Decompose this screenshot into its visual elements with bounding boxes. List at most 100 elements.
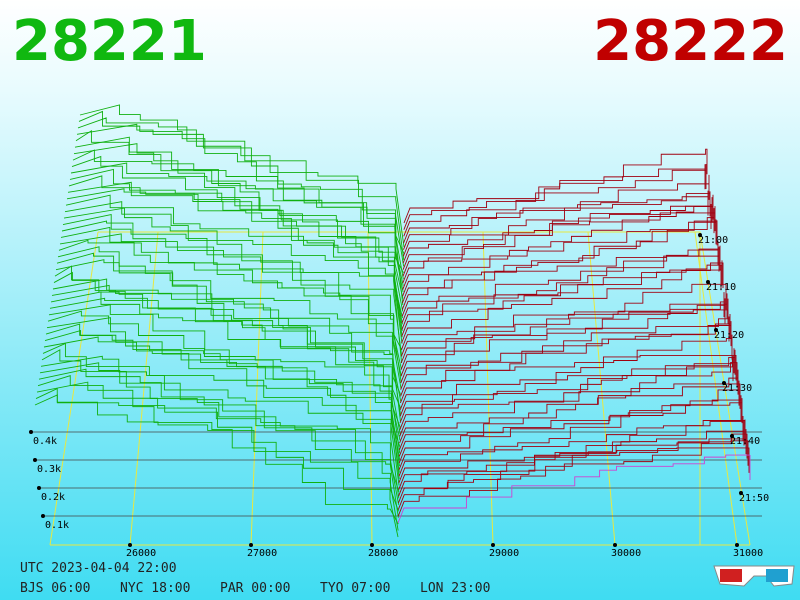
ask-curve (403, 174, 710, 250)
ask-curve (399, 349, 736, 424)
red-lens (720, 569, 742, 582)
bid-curve (45, 323, 400, 467)
depth-tick-label: 0.2k (41, 492, 65, 503)
zone-time: BJS 06:00 (20, 581, 90, 596)
bid-curve (35, 387, 399, 531)
axis-labels: 26000 27000 28000 29000 30000 31000 0.1k 0.2k 0.… (29, 233, 769, 559)
bid-curve (46, 317, 401, 460)
tick-dot (722, 381, 726, 385)
ask-curve (400, 293, 728, 370)
ask-curve (398, 416, 744, 477)
bid-curve (73, 143, 404, 286)
zone-time: PAR 00:00 (220, 581, 290, 596)
ask-curve (398, 395, 742, 464)
bid-curve (36, 381, 399, 525)
zone-time: TYO 07:00 (320, 581, 390, 596)
price-grid-line (367, 231, 373, 546)
ask-curve (397, 454, 751, 524)
price-tick-label: 29000 (489, 548, 519, 559)
ask-curve (400, 283, 727, 364)
tick-dot (37, 486, 41, 490)
bid-curve (69, 168, 404, 312)
tick-dot (714, 328, 718, 332)
price-grid-line (250, 231, 264, 546)
bid-curve (70, 162, 404, 306)
time-tick-label: 21:20 (714, 330, 744, 341)
3d-glasses-icon[interactable] (713, 565, 795, 587)
ask-curve (402, 194, 714, 277)
bid-curve (76, 123, 405, 267)
bid-curve (50, 291, 401, 434)
time-tick-label: 21:30 (722, 383, 752, 394)
bid-curve (41, 349, 400, 493)
tick-dot (41, 514, 45, 518)
ask-curve (401, 245, 721, 324)
bid-curve (62, 214, 403, 357)
bid-curve (47, 310, 401, 454)
ask-curve (402, 191, 711, 257)
ask-curve (401, 265, 722, 330)
tick-dot (249, 543, 253, 547)
left-edge (49, 231, 99, 546)
ask-curve (398, 383, 741, 457)
depth-curves (34, 104, 751, 538)
bid-curve (63, 207, 403, 351)
ask-curve (401, 292, 725, 350)
ask-curve (397, 440, 749, 510)
bid-curve (66, 188, 403, 331)
bid-curve (49, 297, 401, 441)
depth-tick-label: 0.3k (37, 464, 61, 475)
bid-curve (71, 155, 404, 299)
bid-curve (74, 136, 404, 280)
bid-curve (43, 336, 400, 480)
price-tick-label: 30000 (611, 548, 641, 559)
bid-curve (61, 220, 403, 364)
ask-curve (403, 148, 708, 237)
price-tick-label: 26000 (126, 548, 156, 559)
bid-curve (57, 246, 402, 389)
bid-curve (53, 271, 401, 415)
ask-curve (397, 447, 750, 517)
ask-curve (403, 163, 707, 230)
price-tick-label: 27000 (247, 548, 277, 559)
ask-curve (401, 262, 724, 344)
ask-curve (399, 334, 733, 404)
ask-curve (398, 429, 747, 497)
price-grid-line (482, 231, 494, 546)
bid-curve (40, 355, 400, 499)
ask-curve (402, 197, 713, 270)
zone-time: LON 23:00 (420, 581, 490, 596)
bid-curve (65, 194, 403, 338)
time-tick-label: 21:40 (730, 436, 760, 447)
bid-curve (79, 104, 405, 248)
ask-curve (402, 208, 715, 284)
tick-dot (491, 543, 495, 547)
tick-dot (128, 543, 132, 547)
plane (33, 231, 762, 546)
ask-curve (400, 314, 731, 390)
price-grid-line (129, 231, 159, 546)
tick-dot (698, 233, 702, 237)
bid-curve (77, 117, 405, 260)
ask-curve (400, 321, 732, 397)
ask-curve (398, 419, 746, 490)
bid-curve (54, 265, 402, 409)
depth-tick-label: 0.1k (45, 520, 69, 531)
time-zones: BJS 06:00 NYC 18:00 PAR 00:00 TYO 07:00 LON … (20, 581, 490, 596)
ask-curve (399, 362, 738, 437)
zone-time: NYC 18:00 (120, 581, 190, 596)
bid-curve (34, 394, 399, 538)
ask-curve (402, 206, 716, 290)
bid-curve (38, 368, 399, 512)
ask-curve (401, 240, 719, 310)
bid-curve (60, 226, 402, 370)
ask-curve (399, 354, 737, 430)
cyan-lens (766, 569, 788, 582)
time-tick-label: 21:50 (739, 493, 769, 504)
bid-curve (72, 149, 404, 293)
utc-time: UTC 2023-04-04 22:00 (20, 561, 177, 576)
bid-curve (48, 304, 401, 447)
tick-dot (735, 543, 739, 547)
ask-price: 28222 (593, 9, 788, 74)
